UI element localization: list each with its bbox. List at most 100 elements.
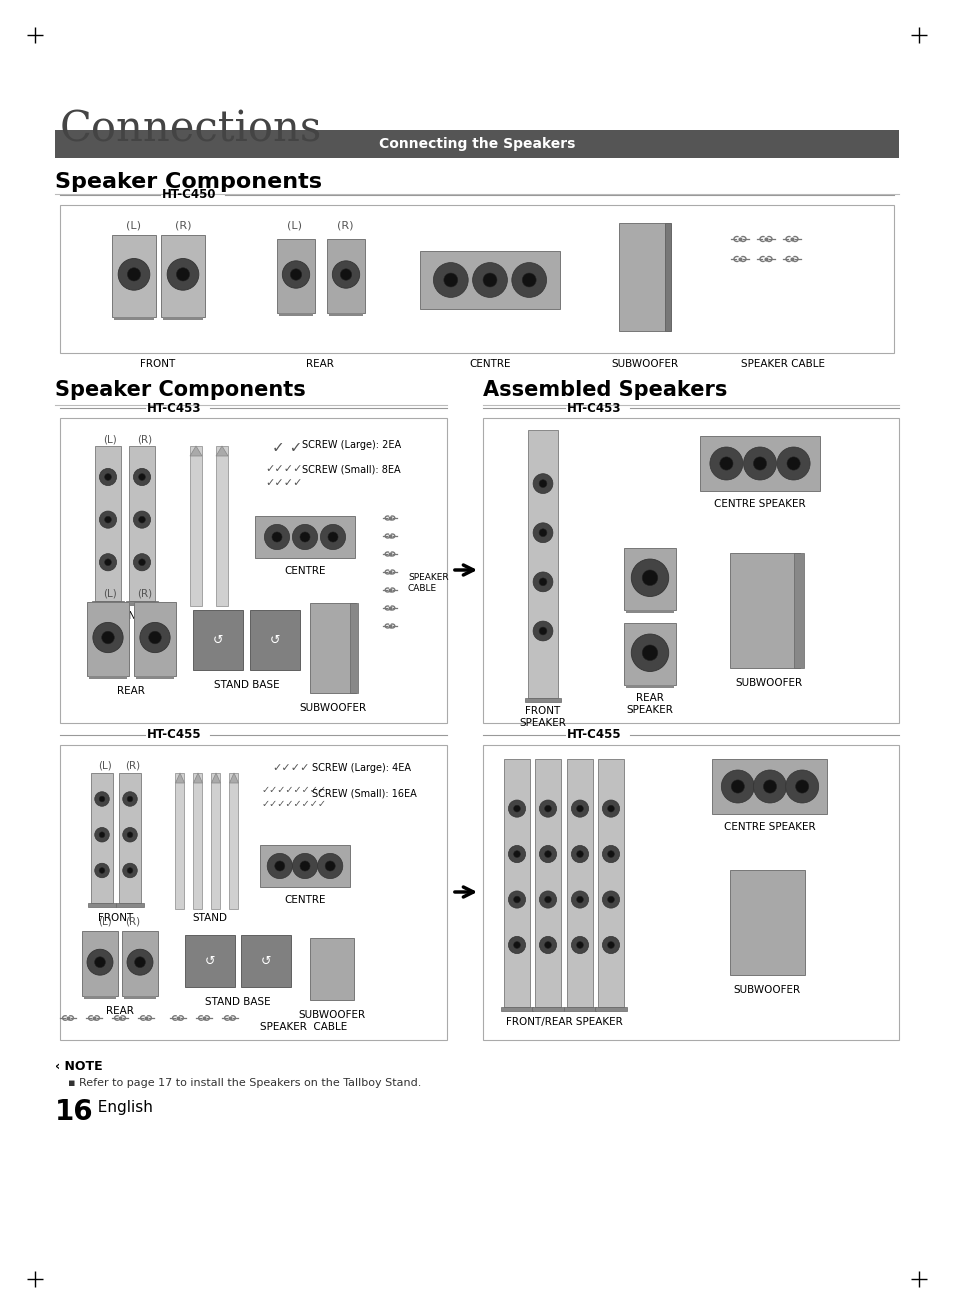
Circle shape [443, 273, 457, 286]
Circle shape [127, 949, 152, 975]
Circle shape [320, 524, 345, 549]
Text: (L): (L) [103, 434, 117, 444]
Text: Speaker Components: Speaker Components [55, 172, 322, 192]
Circle shape [299, 532, 310, 543]
Circle shape [753, 770, 785, 803]
Text: REAR
SPEAKER: REAR SPEAKER [626, 692, 673, 715]
Text: FRONT
SPEAKER: FRONT SPEAKER [519, 706, 566, 728]
Circle shape [340, 269, 352, 280]
Circle shape [601, 937, 618, 954]
Circle shape [138, 473, 145, 481]
Text: ‹ NOTE: ‹ NOTE [55, 1060, 103, 1074]
Text: ✓✓✓✓✓✓✓✓: ✓✓✓✓✓✓✓✓ [262, 799, 327, 809]
Circle shape [282, 261, 310, 288]
Circle shape [631, 635, 668, 671]
Circle shape [762, 781, 776, 794]
Circle shape [292, 524, 317, 549]
Bar [175, 773, 184, 909]
Bar [55, 130, 898, 158]
Bar [230, 773, 238, 909]
Text: English: English [88, 1100, 152, 1116]
Text: HT-C455: HT-C455 [147, 728, 201, 741]
Bar [95, 445, 121, 600]
Text: SCREW (Small): 8EA: SCREW (Small): 8EA [302, 464, 400, 474]
Circle shape [641, 570, 658, 586]
Circle shape [533, 474, 553, 494]
Circle shape [544, 942, 551, 949]
Bar [89, 675, 127, 679]
Circle shape [99, 867, 105, 874]
Bar [623, 548, 676, 610]
Bar [88, 903, 116, 907]
Bar [193, 773, 202, 909]
Circle shape [538, 578, 546, 586]
Bar [60, 745, 447, 1039]
Circle shape [513, 896, 519, 903]
Circle shape [538, 891, 556, 908]
Circle shape [538, 627, 546, 635]
Bar [527, 430, 558, 698]
Text: STAND BASE: STAND BASE [205, 997, 271, 1007]
Circle shape [134, 957, 145, 967]
Bar [482, 418, 898, 723]
Bar [500, 1007, 533, 1010]
Circle shape [576, 942, 583, 949]
Text: FRONT: FRONT [108, 611, 143, 622]
Circle shape [105, 473, 112, 481]
Circle shape [513, 850, 519, 858]
Circle shape [332, 261, 359, 288]
Text: ✓ ✓: ✓ ✓ [272, 440, 302, 455]
Bar [535, 759, 560, 1007]
Circle shape [99, 796, 105, 802]
Circle shape [127, 832, 132, 837]
Circle shape [99, 832, 105, 837]
Text: SCREW (Large): 4EA: SCREW (Large): 4EA [312, 763, 411, 773]
Text: CENTRE SPEAKER: CENTRE SPEAKER [723, 823, 815, 832]
Bar [310, 938, 354, 1000]
Bar [112, 235, 156, 317]
Bar [625, 610, 673, 614]
Bar [163, 317, 203, 321]
Text: SUBWOOFER: SUBWOOFER [611, 359, 678, 369]
Polygon shape [193, 773, 202, 783]
Text: ↺: ↺ [260, 954, 271, 967]
Circle shape [325, 861, 335, 871]
Text: (R): (R) [336, 221, 353, 231]
Circle shape [292, 853, 317, 879]
Polygon shape [190, 445, 202, 456]
Bar [278, 313, 313, 315]
Text: SCREW (Small): 16EA: SCREW (Small): 16EA [312, 788, 416, 799]
Bar [729, 870, 804, 975]
Circle shape [290, 269, 301, 280]
Text: SCREW (Large): 2EA: SCREW (Large): 2EA [302, 440, 400, 449]
Circle shape [92, 623, 123, 653]
Circle shape [138, 558, 145, 565]
Circle shape [538, 937, 556, 954]
Bar [136, 675, 173, 679]
Circle shape [576, 896, 583, 903]
Bar [598, 759, 623, 1007]
Text: ✓✓✓✓: ✓✓✓✓ [272, 763, 309, 773]
Circle shape [607, 942, 614, 949]
Circle shape [133, 511, 151, 528]
Circle shape [521, 273, 536, 286]
Polygon shape [212, 773, 220, 783]
Circle shape [753, 457, 766, 470]
Bar [113, 317, 153, 321]
Text: (R): (R) [125, 761, 140, 771]
Circle shape [127, 796, 132, 802]
Circle shape [94, 957, 105, 967]
Bar [190, 445, 202, 606]
Bar [133, 602, 175, 675]
Bar [91, 773, 112, 903]
Circle shape [176, 268, 190, 281]
Circle shape [607, 896, 614, 903]
Circle shape [544, 805, 551, 812]
Circle shape [508, 845, 525, 863]
Bar [793, 553, 803, 668]
Bar [91, 600, 124, 604]
Text: HT-C453: HT-C453 [147, 402, 201, 414]
Bar [563, 1007, 596, 1010]
Circle shape [138, 516, 145, 523]
Bar [84, 996, 116, 999]
